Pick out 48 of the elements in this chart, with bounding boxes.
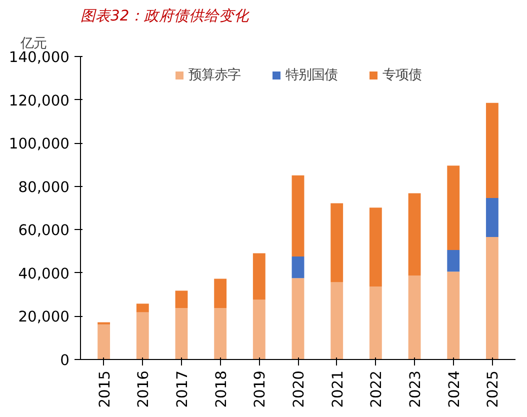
bar [175, 308, 188, 360]
x-tick-label: 2017 [174, 370, 191, 408]
bar [447, 250, 460, 272]
bar [292, 175, 304, 256]
x-tick-label: 2021 [329, 370, 346, 408]
legend-label: 特别国债 [286, 67, 338, 84]
bar [175, 290, 188, 308]
chart-title: 图表32：政府债供给变化 [80, 8, 250, 24]
x-tick-label: 2022 [368, 370, 386, 408]
bar [98, 324, 110, 360]
bar [369, 208, 382, 287]
bar [408, 193, 421, 276]
bar [292, 278, 304, 360]
bar [136, 304, 149, 312]
bar [486, 237, 498, 360]
bar [447, 272, 460, 360]
x-tick-label: 2015 [96, 370, 114, 408]
legend-label: 预算赤字 [188, 66, 240, 84]
bar [330, 203, 344, 282]
y-tick-label: 100,000 [8, 136, 70, 153]
bar [214, 278, 227, 308]
bar [252, 300, 266, 360]
bar [136, 312, 149, 360]
y-tick-label: 120,000 [8, 92, 70, 110]
bar [408, 276, 421, 360]
bar [330, 282, 344, 360]
bar [292, 256, 304, 278]
y-tick-label: 60,000 [18, 222, 70, 240]
bar [369, 286, 382, 360]
y-tick-label: 140,000 [8, 49, 70, 66]
x-tick-label: 2020 [290, 370, 308, 408]
y-tick-label: 0 [60, 352, 70, 369]
legend-label: 专项债 [382, 66, 422, 84]
bar [486, 102, 498, 198]
x-tick-label: 2023 [407, 370, 424, 408]
y-axis-title: 亿元 [20, 36, 46, 52]
x-tick-label: 2025 [484, 370, 502, 408]
y-tick-label: 20,000 [18, 308, 70, 326]
x-tick-label: 2016 [135, 370, 152, 408]
y-tick-label: 40,000 [18, 265, 70, 282]
bar [252, 253, 266, 300]
bar [447, 166, 460, 250]
bar [486, 198, 498, 237]
y-tick-label: 80,000 [18, 178, 70, 196]
x-tick-label: 2024 [446, 370, 463, 408]
x-tick-label: 2018 [212, 370, 230, 408]
bar [214, 308, 227, 360]
x-tick-label: 2019 [252, 370, 269, 408]
